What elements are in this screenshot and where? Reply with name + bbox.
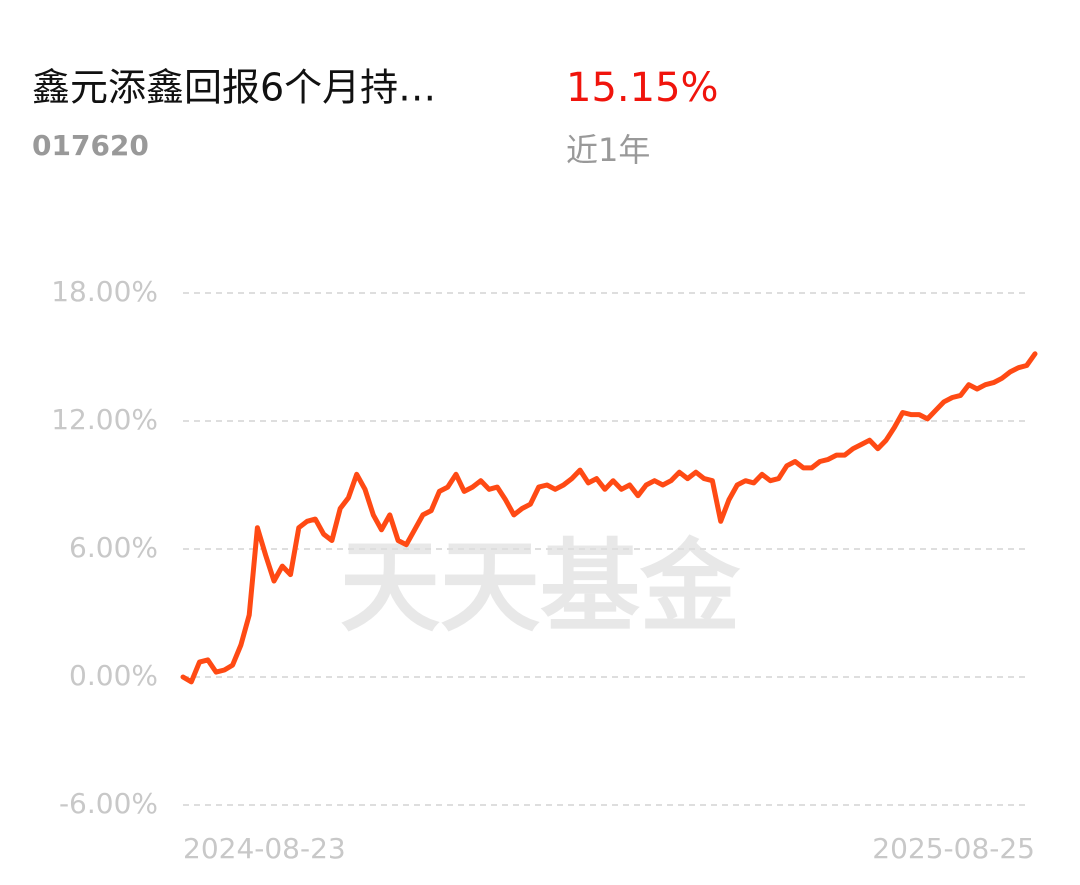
x-tick-label: 2024-08-23	[183, 832, 346, 865]
return-value: 15.15%	[566, 65, 719, 111]
y-tick-label: 0.00%	[69, 659, 158, 692]
x-tick-label: 2025-08-25	[872, 832, 1035, 865]
fund-code: 017620	[32, 129, 149, 162]
y-tick-label: -6.00%	[59, 787, 158, 820]
fund-name: 鑫元添鑫回报6个月持…	[32, 66, 436, 110]
y-tick-label: 18.00%	[51, 275, 158, 308]
y-tick-label: 12.00%	[51, 403, 158, 436]
return-period: 近1年	[566, 131, 650, 169]
return-line	[180, 351, 1038, 685]
watermark: 天天基金	[340, 528, 741, 645]
y-tick-label: 6.00%	[69, 531, 158, 564]
